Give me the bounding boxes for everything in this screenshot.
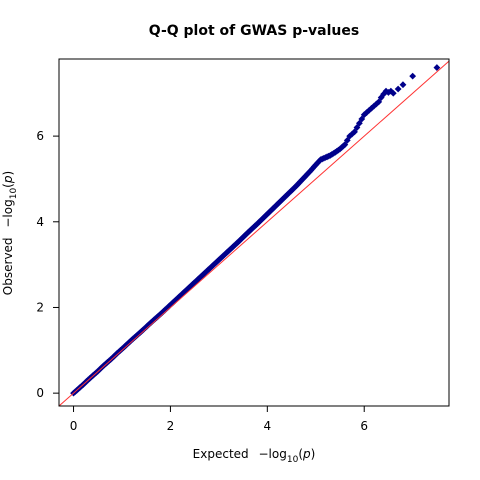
data-point [387,87,395,95]
y-tick-label: 6 [36,129,44,143]
data-point [385,89,392,96]
plot-frame [58,58,450,407]
x-tick-label: 4 [264,419,272,433]
data-point [394,85,402,93]
x-tick-label: 6 [360,419,368,433]
data-point [343,136,351,144]
data-point [399,81,407,89]
data-point [363,109,371,116]
y-tick-label: 4 [36,215,44,229]
data-point [348,130,356,138]
data-point [341,141,349,149]
reference-line [58,60,450,407]
data-point [346,132,354,140]
data-point [360,111,368,119]
y-axis-label: Observed −log10(p) [1,171,19,295]
data-point [433,64,441,71]
y-tick-label: 2 [36,300,44,314]
x-tick-label: 0 [70,419,78,433]
chart-title: Q-Q plot of GWAS p-values [149,23,359,39]
y-axis: 0 2 4 6 [36,129,59,400]
data-point [310,163,318,171]
y-tick-label: 0 [36,386,44,400]
data-point [409,72,417,80]
x-axis-label: Expected −log10(p) [193,447,316,465]
data-point [353,124,361,131]
x-tick-label: 2 [167,419,175,433]
data-point [351,128,358,136]
x-axis: 0 2 4 6 [70,406,368,433]
data-point [389,89,397,97]
data-points [70,64,441,397]
